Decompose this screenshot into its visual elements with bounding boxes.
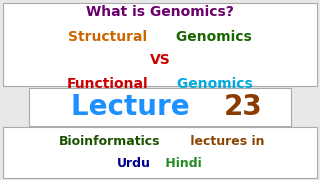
FancyBboxPatch shape — [3, 3, 317, 86]
Text: What is Genomics?: What is Genomics? — [86, 5, 234, 19]
Text: Structural: Structural — [68, 30, 148, 44]
Text: Genomics: Genomics — [171, 30, 252, 44]
Text: Functional: Functional — [67, 77, 149, 91]
FancyBboxPatch shape — [29, 88, 291, 126]
Text: 23: 23 — [223, 93, 262, 121]
Text: Bioinformatics: Bioinformatics — [59, 135, 160, 148]
Text: Hindi: Hindi — [162, 157, 202, 170]
Text: Urdu: Urdu — [117, 157, 151, 170]
Text: VS: VS — [150, 53, 170, 67]
Text: Genomics: Genomics — [172, 77, 253, 91]
Text: Lecture: Lecture — [71, 93, 199, 121]
FancyBboxPatch shape — [3, 127, 317, 178]
Text: lectures in: lectures in — [186, 135, 265, 148]
